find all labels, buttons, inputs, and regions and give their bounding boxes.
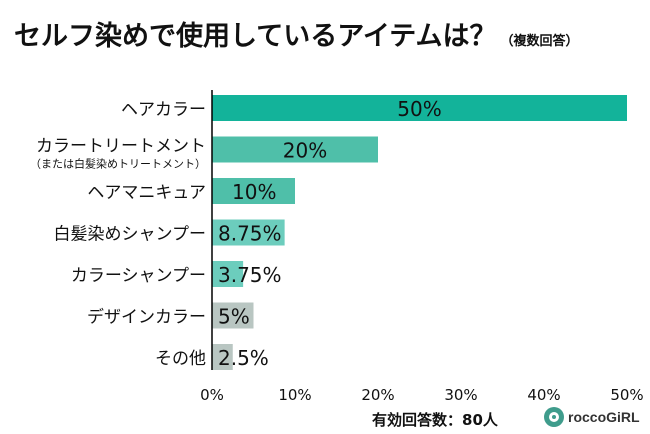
bar [212, 219, 285, 246]
category-label: カラートリートメント [36, 137, 206, 157]
bar-value-label: 10% [232, 180, 276, 204]
chart-title-note: （複数回答） [500, 34, 579, 49]
bar [212, 136, 378, 163]
bar-value-label: 5% [218, 305, 250, 329]
bar-value-label: 2.5% [218, 346, 269, 370]
chart-title-block: セルフ染めで使用しているアイテムは？ （複数回答） [14, 14, 579, 53]
category-label: カラーシャンプー [71, 266, 206, 286]
x-tick-label: 50% [610, 386, 643, 404]
x-tick-label: 20% [361, 386, 394, 404]
x-tick-label: 10% [278, 386, 311, 404]
bar-value-label: 20% [283, 139, 327, 163]
bar-value-label: 3.75% [218, 263, 282, 287]
x-tick-label: 0% [200, 386, 224, 404]
brand-mark-icon [544, 407, 564, 427]
bar [212, 261, 244, 287]
category-label: デザインカラー [87, 307, 206, 328]
category-label: ヘアマニキュア [87, 183, 206, 203]
brand-logo: roccoGiRL [544, 407, 640, 427]
chart-title: セルフ染めで使用しているアイテムは？ [14, 21, 497, 52]
bar [212, 302, 254, 329]
bar-value-label: 50% [397, 97, 441, 121]
bar-value-label: 8.75% [218, 222, 282, 246]
respondent-count: 有効回答数：80人 [372, 411, 498, 429]
chart-footer: 有効回答数：80人 roccoGiRL [0, 405, 650, 431]
category-label: その他 [155, 349, 206, 369]
bar [212, 95, 627, 121]
category-note: （または白髪染めトリートメント） [30, 157, 206, 171]
brand-name: roccoGiRL [568, 409, 640, 425]
x-tick-label: 30% [444, 386, 477, 404]
bar [212, 178, 295, 204]
category-label: ヘアカラー [121, 100, 206, 120]
x-tick-label: 40% [527, 386, 560, 404]
bar [212, 344, 233, 370]
category-label: 白髪染めシャンプー [54, 225, 207, 245]
